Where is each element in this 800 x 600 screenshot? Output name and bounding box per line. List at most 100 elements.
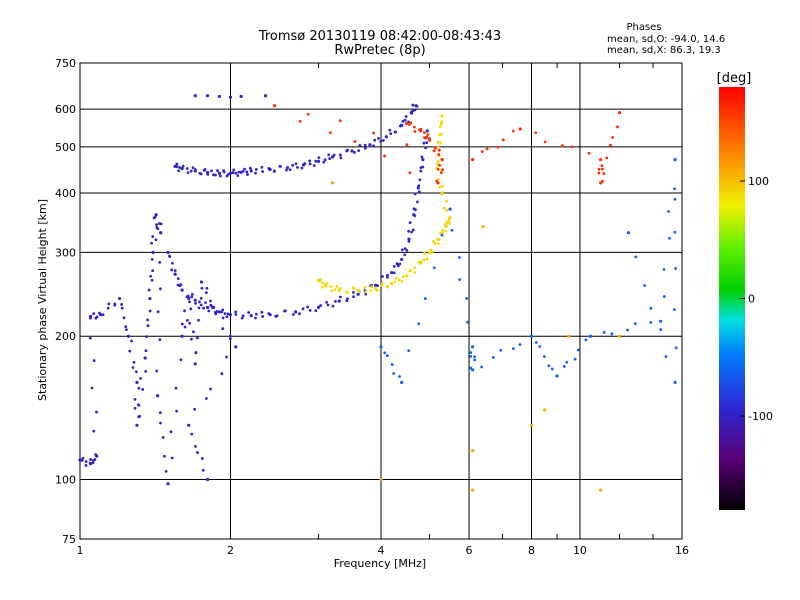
data-point — [95, 315, 99, 319]
x-tick-label: 1 — [77, 544, 84, 557]
data-point — [413, 108, 417, 112]
data-point — [534, 131, 538, 135]
data-point — [422, 258, 426, 262]
data-point — [404, 115, 408, 118]
data-point — [316, 159, 321, 163]
data-point — [145, 335, 148, 339]
data-point — [84, 463, 88, 467]
data-point — [436, 145, 440, 149]
data-point — [662, 268, 666, 271]
data-point — [441, 184, 444, 188]
data-point — [550, 367, 554, 371]
data-point — [175, 409, 179, 413]
data-point — [673, 197, 677, 201]
data-point — [339, 287, 342, 290]
data-point — [649, 306, 653, 310]
data-point — [400, 380, 404, 384]
data-point — [562, 365, 566, 368]
data-point — [597, 171, 601, 175]
data-point — [193, 168, 197, 171]
data-point — [410, 111, 414, 115]
data-point — [207, 309, 211, 313]
data-point — [141, 388, 145, 391]
data-point — [117, 296, 122, 301]
data-point — [272, 104, 277, 108]
data-point — [432, 149, 436, 153]
data-point — [220, 372, 224, 376]
data-point — [357, 149, 361, 153]
data-point — [278, 164, 282, 168]
y-tick-label: 200 — [55, 330, 76, 343]
data-point — [350, 149, 354, 153]
data-point — [363, 285, 367, 289]
data-point — [131, 366, 135, 369]
data-point — [584, 338, 588, 342]
data-point — [331, 304, 335, 308]
data-point — [211, 305, 216, 309]
data-point — [432, 266, 436, 270]
data-point — [319, 304, 323, 307]
data-point — [611, 136, 614, 139]
data-point — [447, 219, 451, 223]
data-point — [194, 301, 197, 305]
data-point — [221, 308, 225, 312]
data-point — [328, 157, 331, 160]
trace — [166, 129, 429, 320]
data-point — [177, 169, 181, 173]
data-point — [659, 319, 663, 323]
data-point — [448, 216, 452, 220]
y-axis-label: Stationary phase Virtual Height [km] — [36, 199, 49, 401]
data-point — [154, 238, 158, 242]
data-point — [161, 435, 165, 439]
data-point — [200, 286, 204, 290]
data-point — [659, 328, 663, 331]
data-point — [375, 288, 379, 292]
data-point — [353, 151, 356, 154]
data-point — [166, 250, 170, 255]
data-point — [120, 306, 124, 310]
data-point — [674, 267, 678, 270]
data-point — [206, 477, 210, 482]
data-point — [358, 144, 362, 147]
data-point — [228, 334, 232, 338]
data-point — [440, 158, 444, 162]
data-point — [542, 355, 546, 358]
data-point — [393, 280, 397, 284]
data-point — [225, 174, 229, 178]
data-point — [421, 165, 425, 169]
data-point — [407, 239, 411, 243]
y-tick-label: 75 — [62, 533, 76, 546]
data-point — [291, 313, 295, 316]
data-point — [249, 169, 253, 173]
data-point — [234, 171, 238, 175]
data-point — [125, 328, 128, 332]
data-point — [352, 287, 356, 290]
data-point — [88, 462, 93, 466]
data-point — [260, 165, 264, 169]
data-point — [411, 228, 415, 232]
data-point — [605, 156, 609, 160]
data-point — [191, 166, 195, 170]
data-point — [450, 228, 454, 232]
data-point — [372, 131, 376, 135]
data-point — [158, 338, 162, 342]
data-point — [306, 305, 310, 309]
data-point — [518, 127, 522, 131]
data-point — [221, 327, 225, 330]
data-point — [214, 173, 217, 177]
data-point — [410, 230, 414, 234]
data-point — [180, 322, 184, 326]
data-point — [323, 158, 327, 162]
data-point — [352, 295, 355, 299]
data-point — [379, 345, 383, 349]
data-point — [672, 308, 676, 312]
data-point — [197, 306, 201, 310]
data-point — [308, 308, 312, 312]
data-point — [216, 169, 219, 173]
data-point — [296, 165, 299, 169]
data-point — [151, 269, 155, 273]
data-point — [188, 321, 192, 325]
data-point — [386, 275, 389, 279]
data-point — [91, 461, 95, 465]
data-point — [261, 170, 265, 173]
